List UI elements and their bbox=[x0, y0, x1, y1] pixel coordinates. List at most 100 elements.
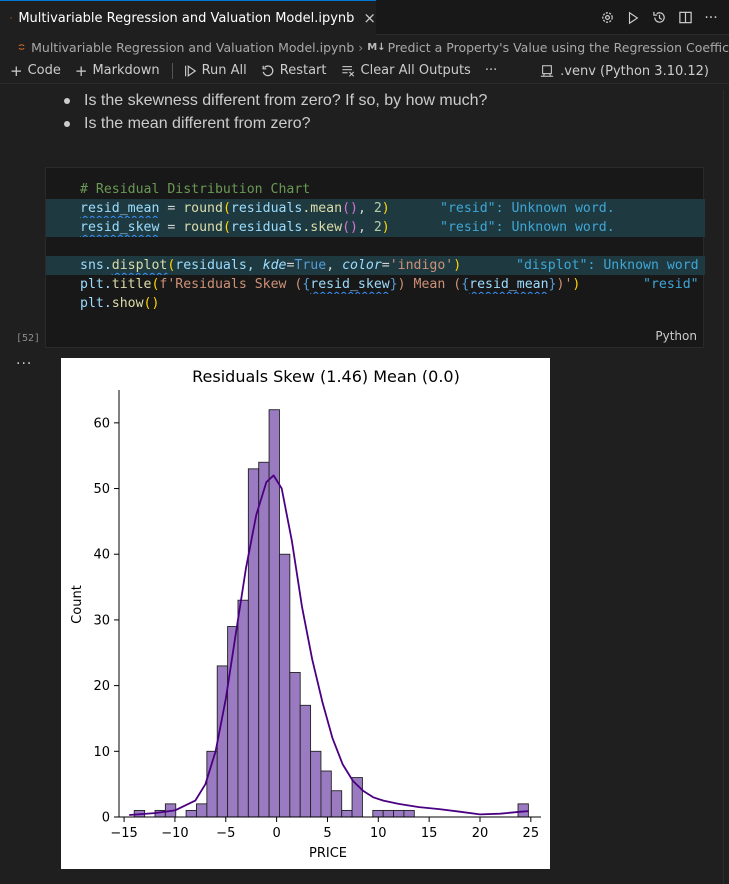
histogram-bar bbox=[247, 468, 260, 818]
histogram-bar bbox=[216, 665, 229, 818]
code-line: resid_skew = round(residuals.skew(), 2) "… bbox=[46, 218, 705, 237]
editor-tab-bar: Multivariable Regression and Valuation M… bbox=[0, 0, 729, 35]
history-icon[interactable] bbox=[651, 10, 667, 26]
clear-outputs-icon bbox=[341, 65, 354, 77]
code-token: ) bbox=[381, 220, 390, 235]
code-token: ) Mean ( bbox=[397, 277, 462, 292]
x-tick-label: 10 bbox=[370, 826, 387, 841]
code-token: = bbox=[159, 220, 184, 235]
code-token: = bbox=[286, 258, 295, 273]
code-token: ( bbox=[151, 277, 160, 292]
code-line: resid_mean = round(residuals.mean(), 2) "… bbox=[46, 199, 705, 218]
code-token: residuals bbox=[230, 220, 303, 235]
code-cell[interactable]: # Residual Distribution Chart resid_mean… bbox=[45, 167, 705, 348]
code-token: , bbox=[357, 201, 374, 216]
run-icon[interactable] bbox=[625, 10, 641, 26]
output-actions-icon[interactable]: ··· bbox=[16, 356, 33, 372]
code-token: ) bbox=[572, 277, 581, 292]
code-token: 2 bbox=[373, 220, 382, 235]
run-all-button[interactable]: Run All bbox=[183, 63, 247, 78]
close-tab-icon[interactable]: × bbox=[363, 9, 376, 27]
x-tick-label: 15 bbox=[421, 826, 438, 841]
kde-curve bbox=[129, 474, 529, 816]
chart-svg: Residuals Skew (1.46) Mean (0.0) −15 −10 −5… bbox=[70, 367, 541, 861]
code-token: resid_skew bbox=[80, 220, 160, 235]
add-markdown-cell-button[interactable]: + Markdown bbox=[75, 62, 160, 80]
x-tick-label: −10 bbox=[161, 826, 188, 841]
x-tick-label: −15 bbox=[110, 826, 137, 841]
notebook-toolbar: + Code + Markdown Run All Restart Clear Al… bbox=[0, 58, 729, 84]
add-markdown-label: Markdown bbox=[92, 63, 160, 78]
kernel-label: .venv (Python 3.10.12) bbox=[560, 63, 709, 79]
histogram-bar bbox=[382, 809, 395, 818]
execution-count: [52] bbox=[16, 333, 41, 344]
y-tick-label: 60 bbox=[93, 416, 110, 431]
spelling-diagnostic: "resid" bbox=[643, 277, 699, 292]
y-tick-label: 50 bbox=[93, 482, 110, 497]
histogram-bar bbox=[237, 599, 249, 818]
spelling-diagnostic: "displot": Unknown word bbox=[516, 258, 699, 273]
split-editor-icon[interactable] bbox=[677, 10, 693, 26]
code-token: resid_mean bbox=[80, 201, 160, 216]
histogram-bar bbox=[403, 809, 415, 818]
markdown-icon: M↓ bbox=[367, 41, 386, 53]
add-code-label: Code bbox=[27, 63, 61, 78]
markdown-bullet-list: Is the skewness different from zero? If … bbox=[64, 90, 487, 136]
histogram-bar bbox=[279, 553, 291, 818]
code-token: .mean bbox=[302, 201, 343, 216]
code-line: plt.show() bbox=[46, 294, 705, 313]
cell-language-picker[interactable]: Python bbox=[655, 329, 697, 343]
code-editor[interactable]: # Residual Distribution Chart resid_mean… bbox=[46, 180, 705, 313]
histogram-bar bbox=[299, 704, 312, 818]
y-tick-label: 10 bbox=[93, 745, 110, 760]
histogram-bar bbox=[320, 770, 332, 818]
code-line-empty bbox=[46, 237, 705, 256]
tab-actions: ··· bbox=[599, 0, 719, 35]
notebook-tab[interactable]: Multivariable Regression and Valuation M… bbox=[0, 0, 376, 35]
more-toolbar-icon[interactable]: ··· bbox=[484, 63, 498, 78]
clear-outputs-label: Clear All Outputs bbox=[360, 63, 471, 78]
code-token: displot bbox=[111, 258, 168, 273]
histogram-bar bbox=[185, 809, 197, 818]
vertical-scrollbar[interactable] bbox=[723, 90, 729, 884]
code-token: () bbox=[342, 201, 358, 216]
code-token: residuals bbox=[230, 201, 303, 216]
more-actions-icon[interactable]: ··· bbox=[704, 9, 718, 26]
restart-label: Restart bbox=[279, 63, 327, 78]
code-token: round bbox=[183, 220, 223, 235]
kernel-picker[interactable]: .venv (Python 3.10.12) bbox=[540, 58, 709, 84]
histogram-bar bbox=[330, 790, 343, 818]
code-token: } bbox=[389, 277, 398, 292]
code-token: show bbox=[111, 296, 144, 311]
gear-icon[interactable] bbox=[599, 10, 615, 26]
histogram-bar bbox=[289, 672, 301, 818]
code-token: color bbox=[342, 258, 382, 273]
chart-title: Residuals Skew (1.46) Mean (0.0) bbox=[192, 367, 460, 386]
spelling-diagnostic: "resid": Unknown word. bbox=[440, 220, 615, 235]
x-axis-label: PRICE bbox=[309, 846, 347, 861]
code-token: ) bbox=[453, 258, 462, 273]
code-token: residuals, bbox=[175, 258, 263, 273]
breadcrumb-file[interactable]: Multivariable Regression and Valuation M… bbox=[31, 39, 355, 55]
list-item: Is the mean different from zero? bbox=[64, 113, 487, 136]
jupyter-icon bbox=[10, 17, 13, 19]
code-token: { bbox=[461, 277, 470, 292]
code-token: ( bbox=[222, 201, 231, 216]
code-token: )' bbox=[556, 277, 573, 292]
x-tick-label: 0 bbox=[272, 826, 280, 841]
restart-icon bbox=[262, 64, 274, 76]
code-token: , bbox=[326, 258, 343, 273]
code-token: f'Residuals Skew ( bbox=[159, 277, 303, 292]
add-code-cell-button[interactable]: + Code bbox=[10, 62, 61, 80]
y-axis-label: Count bbox=[70, 585, 85, 624]
code-token: { bbox=[302, 277, 311, 292]
histogram-bar bbox=[351, 777, 363, 818]
histogram-bar bbox=[341, 809, 353, 818]
y-tick-label: 40 bbox=[93, 548, 110, 563]
restart-button[interactable]: Restart bbox=[261, 63, 327, 78]
breadcrumb-section[interactable]: Predict a Property's Value using the Reg… bbox=[387, 39, 729, 55]
clear-all-outputs-button[interactable]: Clear All Outputs bbox=[341, 63, 471, 78]
code-token: } bbox=[548, 277, 557, 292]
code-token: plt. bbox=[80, 277, 112, 292]
histogram-bar bbox=[393, 809, 405, 818]
